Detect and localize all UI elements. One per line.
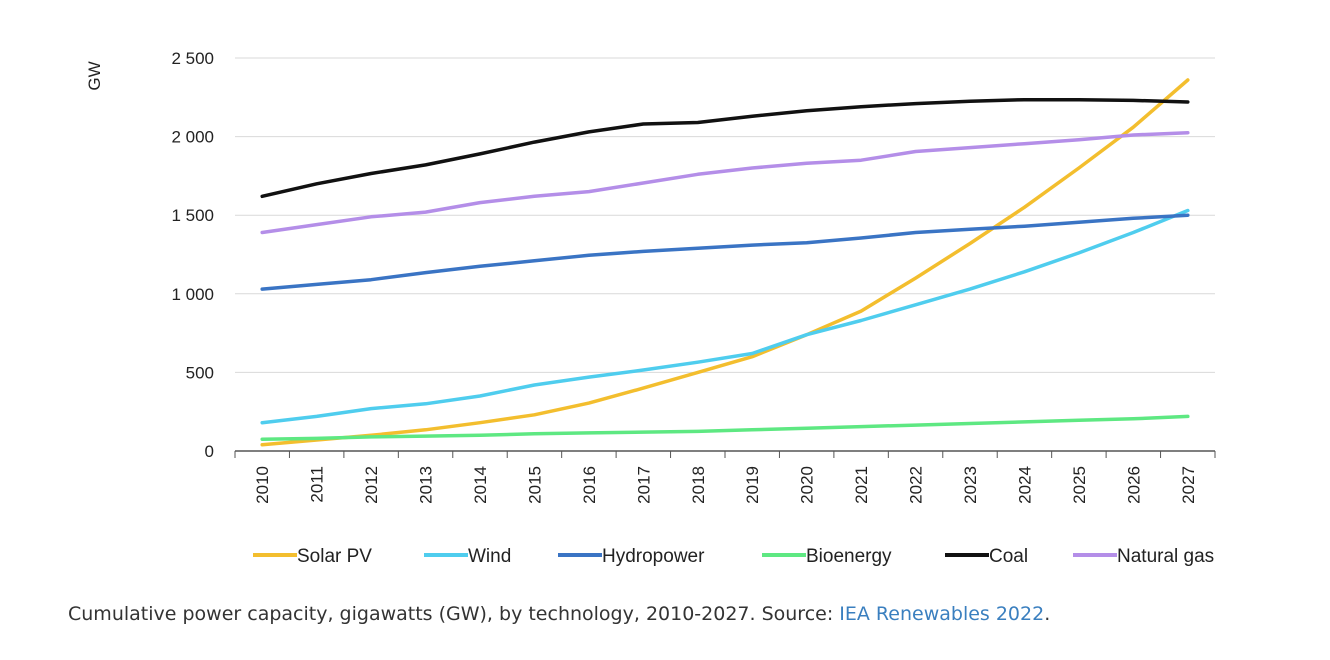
legend: Solar PV Wind Hydropower Bioenergy Coal Natur…	[253, 546, 1214, 567]
x-tick-label: 2011	[308, 466, 327, 503]
x-tick-label: 2016	[580, 466, 599, 504]
caption-end: .	[1044, 603, 1051, 625]
series-line-natural-gas	[260, 130, 1190, 235]
legend-label: Wind	[468, 546, 511, 567]
x-tick-label: 2017	[634, 466, 653, 504]
legend-item: Bioenergy	[762, 546, 892, 567]
legend-item: Solar PV	[253, 546, 372, 567]
y-tick-label: 1 500	[171, 206, 214, 225]
x-tick-label: 2025	[1070, 466, 1089, 504]
y-tick-label: 0	[205, 442, 214, 461]
series-line-wind	[260, 208, 1190, 425]
legend-label: Hydropower	[602, 546, 705, 567]
y-tick-label: 1 000	[171, 285, 214, 304]
legend-label: Bioenergy	[806, 546, 892, 567]
x-tick-label: 2022	[907, 466, 926, 504]
x-tick-label: 2026	[1124, 466, 1143, 504]
legend-item: Coal	[945, 546, 1028, 567]
x-tick-label: 2019	[743, 466, 762, 504]
x-tick-label: 2012	[362, 466, 381, 504]
legend-item: Natural gas	[1073, 546, 1214, 567]
series-line-coal	[260, 97, 1190, 199]
y-axis-ticks: 0 500 1 000 1 500 2 000 2 500	[171, 49, 214, 461]
x-tick-label: 2013	[417, 466, 436, 504]
y-axis-label: GW	[85, 61, 104, 90]
legend-label: Natural gas	[1117, 546, 1214, 567]
y-tick-label: 2 000	[171, 128, 214, 147]
x-tick-label: 2023	[961, 466, 980, 504]
x-tick-label: 2015	[525, 466, 544, 504]
x-tick-label: 2021	[852, 466, 871, 504]
chart-caption: Cumulative power capacity, gigawatts (GW…	[68, 603, 1050, 625]
x-tick-label: 2018	[689, 466, 708, 504]
x-tick-label: 2020	[798, 466, 817, 504]
legend-label: Coal	[989, 546, 1028, 567]
legend-label: Solar PV	[297, 546, 372, 567]
x-axis-ticks: 2010 2011 2012 2013 2014 2015 2016 2017 2018 2019…	[253, 466, 1198, 504]
series-line-solar-pv	[260, 78, 1190, 447]
x-tick-label: 2027	[1179, 466, 1198, 504]
x-tick-label: 2024	[1015, 466, 1034, 504]
x-tick-label: 2014	[471, 466, 490, 504]
series-lines	[260, 78, 1190, 447]
y-tick-label: 500	[186, 363, 214, 382]
legend-item: Wind	[424, 546, 511, 567]
source-link[interactable]: IEA Renewables 2022	[839, 603, 1045, 625]
series-line-hydropower	[260, 213, 1190, 291]
series-line-bioenergy	[260, 414, 1190, 441]
legend-item: Hydropower	[558, 546, 705, 567]
x-tick-label: 2010	[253, 466, 272, 504]
caption-text: Cumulative power capacity, gigawatts (GW…	[68, 603, 840, 625]
y-tick-label: 2 500	[171, 49, 214, 68]
